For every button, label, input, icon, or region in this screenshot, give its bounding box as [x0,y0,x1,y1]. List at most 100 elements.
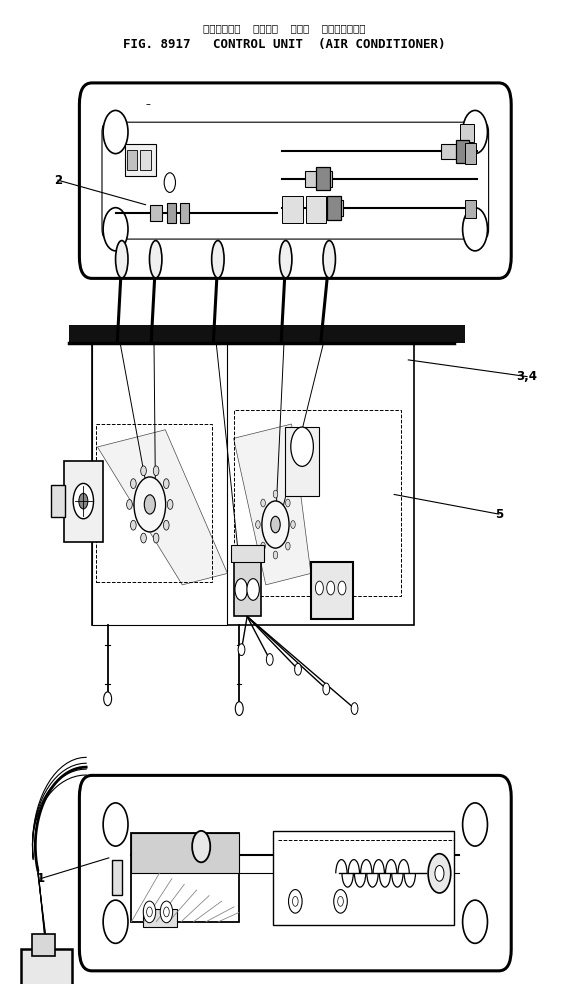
Circle shape [462,803,487,846]
Circle shape [160,901,173,923]
Circle shape [168,499,173,509]
Circle shape [262,501,289,548]
Bar [306,196,326,223]
Bar [150,205,162,221]
Bar [97,424,212,582]
Bar [231,545,264,562]
Circle shape [103,208,128,251]
Circle shape [164,479,169,489]
Circle shape [286,542,290,550]
Circle shape [79,493,88,509]
Circle shape [315,581,323,595]
Circle shape [338,581,346,595]
Polygon shape [98,429,227,585]
FancyBboxPatch shape [80,775,511,971]
Circle shape [291,427,314,466]
Bar [21,950,72,985]
Circle shape [435,866,444,882]
Circle shape [153,466,159,476]
Bar [32,935,55,956]
Circle shape [131,479,136,489]
Bar [282,196,303,223]
Circle shape [192,831,210,862]
Text: ■: ■ [127,158,131,162]
Circle shape [462,110,487,154]
Text: 0: 0 [345,588,350,594]
Circle shape [144,494,156,514]
Bar [180,203,189,223]
Circle shape [127,499,132,509]
Ellipse shape [115,240,128,278]
Bar [316,166,329,190]
Text: 1: 1 [37,872,45,885]
Circle shape [291,521,295,529]
Circle shape [428,854,451,893]
Bar [327,196,341,220]
Bar [143,909,177,927]
Bar [233,410,401,596]
Text: コントロール  ユニット  エアー  コンディショナ: コントロール ユニット エアー コンディショナ [203,23,365,33]
Circle shape [261,499,265,507]
Bar [465,200,476,218]
Circle shape [147,907,152,917]
Text: –: – [146,99,151,109]
Circle shape [235,701,243,715]
Text: 5: 5 [495,507,503,521]
Circle shape [327,581,335,595]
Circle shape [351,702,358,714]
Circle shape [271,516,280,533]
Circle shape [289,889,302,913]
Bar [305,170,332,186]
Bar [273,831,454,925]
Bar [167,203,176,223]
Circle shape [261,542,265,550]
Circle shape [103,900,128,944]
Bar [140,151,151,169]
Text: Ψ: Ψ [114,199,120,205]
Ellipse shape [149,240,162,278]
Text: ♪: ♪ [152,157,155,162]
Bar [465,143,476,164]
Circle shape [338,896,343,906]
Circle shape [293,896,298,906]
Text: FIG. 8917   CONTROL UNIT  (AIR CONDITIONER): FIG. 8917 CONTROL UNIT (AIR CONDITIONER) [123,37,445,51]
Text: 2: 2 [54,173,62,186]
Bar [131,833,239,873]
Ellipse shape [279,240,292,278]
Circle shape [141,533,147,543]
Circle shape [134,477,166,532]
Bar [92,338,414,625]
Circle shape [235,578,248,600]
Circle shape [334,889,347,913]
FancyBboxPatch shape [80,83,511,279]
Bar [233,562,261,617]
Circle shape [238,644,245,656]
Bar [111,860,122,895]
Circle shape [164,520,169,530]
Text: –: – [140,157,143,163]
Bar [316,200,343,216]
Bar [64,461,103,542]
Circle shape [153,533,159,543]
Circle shape [273,491,278,498]
Circle shape [247,578,260,600]
Bar [311,562,353,620]
Circle shape [164,172,176,192]
Circle shape [73,484,94,519]
Bar [131,833,239,922]
Circle shape [104,691,111,705]
Circle shape [286,499,290,507]
Bar [441,144,467,160]
Bar [92,338,227,625]
Circle shape [103,110,128,154]
Circle shape [323,683,329,694]
Circle shape [164,907,169,917]
Bar [51,485,65,517]
Text: ✦: ✦ [116,157,120,162]
Circle shape [266,654,273,666]
Bar [460,124,474,142]
Bar [69,325,465,343]
FancyBboxPatch shape [102,122,488,239]
Text: 3,4: 3,4 [516,370,537,383]
Circle shape [256,521,260,529]
